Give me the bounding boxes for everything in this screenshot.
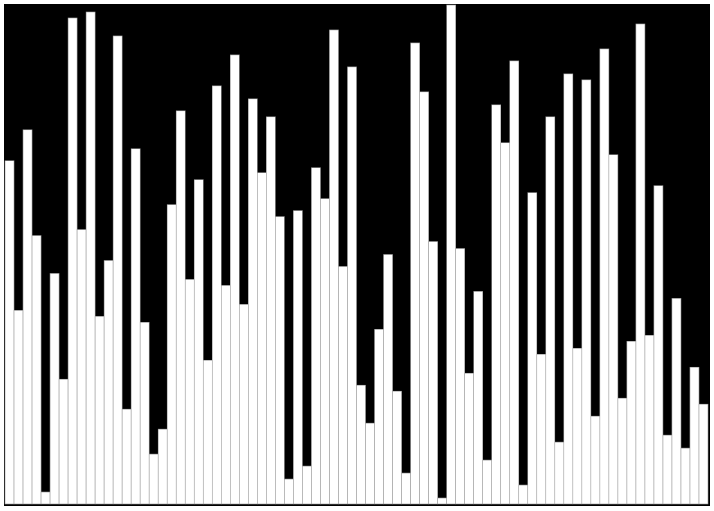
- bar-10: [85, 11, 96, 505]
- bar-25: [221, 285, 231, 505]
- bar-16: [139, 322, 150, 505]
- bar-48: [428, 241, 438, 505]
- bar-52: [464, 372, 474, 505]
- bar-68: [608, 154, 619, 505]
- bar-50: [446, 4, 456, 505]
- bar-22: [193, 179, 204, 505]
- bar-77: [689, 366, 700, 505]
- bar-9: [76, 229, 87, 505]
- bar-36: [320, 198, 330, 505]
- bar-76: [680, 447, 691, 505]
- bar-7: [58, 378, 69, 505]
- bar-13: [112, 35, 123, 505]
- bar-49: [437, 497, 447, 505]
- bar-45: [401, 472, 411, 505]
- bar-31: [275, 216, 285, 505]
- bar-46: [410, 42, 420, 505]
- bar-47: [419, 91, 429, 505]
- bar-64: [572, 348, 583, 505]
- bar-62: [554, 441, 565, 505]
- bar-61: [545, 116, 556, 505]
- bar-75: [671, 298, 682, 505]
- bar-51: [455, 248, 465, 505]
- bar-37: [329, 29, 339, 505]
- bar-38: [338, 266, 348, 505]
- bar-40: [356, 384, 366, 505]
- bar-15: [130, 148, 141, 505]
- bar-29: [257, 172, 267, 505]
- bar-30: [266, 116, 276, 505]
- bar-41: [365, 422, 375, 505]
- bar-44: [392, 390, 402, 505]
- bar-74: [662, 434, 673, 505]
- bar-17: [148, 453, 159, 505]
- bar-55: [491, 104, 502, 505]
- bar-5: [40, 491, 51, 505]
- bar-14: [121, 408, 132, 505]
- bar-12: [103, 260, 114, 505]
- bar-1: [4, 160, 15, 505]
- bar-4: [31, 235, 42, 505]
- bar-78: [698, 403, 709, 505]
- bar-26: [230, 54, 240, 505]
- bar-2: [13, 310, 24, 505]
- bar-66: [590, 415, 601, 505]
- bar-39: [347, 66, 357, 505]
- bar-56: [500, 142, 511, 505]
- bar-43: [383, 254, 393, 505]
- bar-63: [563, 73, 574, 505]
- bar-33: [293, 210, 303, 505]
- bar-23: [202, 359, 213, 505]
- bar-42: [374, 329, 384, 505]
- bar-27: [239, 304, 249, 505]
- bar-20: [175, 110, 186, 505]
- bar-59: [527, 192, 538, 505]
- bar-65: [581, 79, 592, 505]
- bar-69: [617, 397, 628, 505]
- bar-67: [599, 48, 610, 505]
- bar-21: [184, 279, 195, 505]
- bar-57: [509, 60, 520, 505]
- bar-3: [22, 129, 33, 505]
- bar-24: [211, 85, 222, 505]
- bar-73: [653, 185, 664, 505]
- bar-32: [284, 478, 294, 505]
- bar-6: [49, 273, 60, 505]
- bar-19: [166, 204, 177, 505]
- bar-53: [473, 291, 483, 505]
- bar-11: [94, 316, 105, 505]
- bar-58: [518, 484, 529, 505]
- bar-54: [482, 459, 492, 505]
- bar-18: [157, 428, 168, 505]
- bar-72: [644, 335, 655, 505]
- bar-35: [311, 167, 321, 505]
- bar-8: [67, 17, 78, 505]
- bar-34: [302, 465, 312, 505]
- bar-60: [536, 353, 547, 505]
- bar-28: [248, 98, 258, 505]
- bar-70: [626, 341, 637, 505]
- bar-71: [635, 23, 646, 505]
